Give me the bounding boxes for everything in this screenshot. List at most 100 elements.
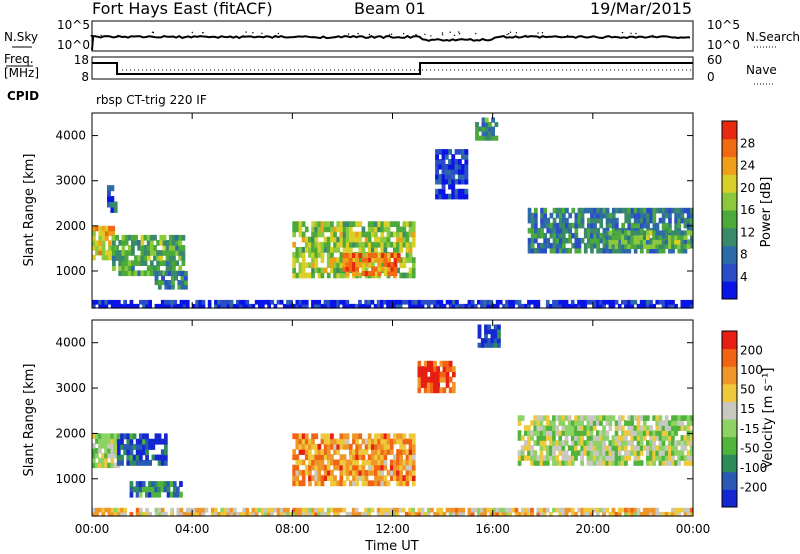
power-cell (405, 241, 410, 248)
vel-cell (630, 415, 635, 421)
vel-cell (580, 507, 584, 513)
power-cell (671, 239, 675, 245)
power-cell (348, 252, 353, 258)
vel-cell (664, 430, 669, 436)
power-cell (308, 236, 312, 243)
vel-cell (646, 425, 650, 431)
vel-cell (396, 454, 400, 461)
vel-cell (426, 376, 431, 383)
vel-cell (639, 445, 644, 451)
power-cell (162, 260, 167, 266)
colorbar-frame (721, 330, 738, 508)
vel-cell (107, 433, 111, 439)
power-cell (533, 303, 538, 309)
colorbar-swatch (722, 419, 737, 438)
vel-cell (201, 507, 206, 513)
power-cell (461, 173, 465, 180)
vel-cell (686, 420, 691, 426)
power-cell (387, 271, 391, 277)
vel-cell (664, 445, 669, 451)
colorbar-swatch (722, 245, 737, 264)
power-cell (561, 303, 566, 309)
power-cell (562, 247, 566, 254)
power-cell (505, 299, 509, 305)
power-cell (386, 299, 390, 305)
vel-cell (352, 475, 356, 481)
power-cell (124, 250, 129, 256)
power-cell (649, 243, 653, 249)
vel-cell (442, 371, 447, 378)
vel-cell (611, 460, 616, 466)
power-cell (101, 245, 106, 251)
power-cell (387, 252, 391, 258)
vel-cell (502, 511, 506, 517)
power-cell (314, 252, 319, 258)
vel-cell (123, 511, 127, 517)
vel-cell (123, 444, 127, 450)
vel-cell (633, 455, 638, 461)
vel-cell (655, 450, 660, 456)
power-cell (192, 303, 196, 309)
power-cell (398, 303, 403, 309)
power-cell (630, 230, 635, 236)
vel-cell (345, 443, 350, 450)
vel-cell (117, 438, 121, 445)
power-cell (101, 250, 106, 256)
vel-cell (408, 511, 412, 517)
power-cell (377, 266, 382, 272)
power-cell (323, 226, 328, 233)
vel-cell (649, 507, 653, 513)
vel-cell (330, 454, 334, 461)
vel-cell (649, 511, 653, 517)
power-cell (680, 303, 685, 309)
power-cell (111, 225, 116, 232)
vel-cell (493, 342, 498, 348)
vel-cell (564, 440, 569, 446)
vel-cell (104, 457, 108, 464)
vel-cell (689, 445, 694, 451)
power-cell (92, 240, 96, 246)
vel-cell (539, 440, 544, 446)
power-cell (480, 303, 484, 309)
vel-cell (545, 507, 550, 513)
power-cell (121, 255, 126, 261)
vel-cell (352, 454, 356, 461)
power-cell (355, 241, 359, 248)
power-cell (159, 250, 164, 256)
vel-cell (533, 460, 538, 466)
vel-cell (596, 430, 600, 436)
vel-cell (539, 507, 544, 513)
vel-cell (589, 430, 594, 436)
power-cell (664, 303, 669, 309)
vel-cell (599, 460, 603, 466)
vel-cell (608, 440, 613, 446)
vel-cell (542, 455, 547, 461)
vel-cell (493, 333, 498, 339)
power-cell (593, 227, 597, 234)
power-cell (448, 159, 452, 165)
vel-cell (677, 460, 681, 466)
vel-cell (169, 481, 174, 487)
power-cell (605, 217, 610, 224)
power-cell (580, 237, 585, 244)
vel-cell (552, 455, 556, 461)
power-cell (124, 240, 129, 246)
power-cell (137, 245, 142, 251)
nsearch-dot (430, 35, 432, 37)
vel-cell (389, 459, 394, 466)
power-colorbar-label: Power [dB] (759, 177, 774, 248)
vel-cell (668, 455, 672, 461)
power-cell (555, 212, 560, 219)
power-cell (549, 232, 554, 239)
vel-cell (120, 444, 124, 450)
power-cell (602, 303, 606, 309)
power-cell (317, 272, 322, 279)
vel-cell (226, 511, 231, 517)
vel-cell (624, 460, 628, 466)
vel-cell (326, 433, 331, 440)
power-cell (488, 122, 492, 128)
vel-cell (448, 376, 453, 383)
vel-cell (267, 511, 271, 517)
power-cell (399, 241, 403, 248)
power-cell (411, 241, 416, 248)
